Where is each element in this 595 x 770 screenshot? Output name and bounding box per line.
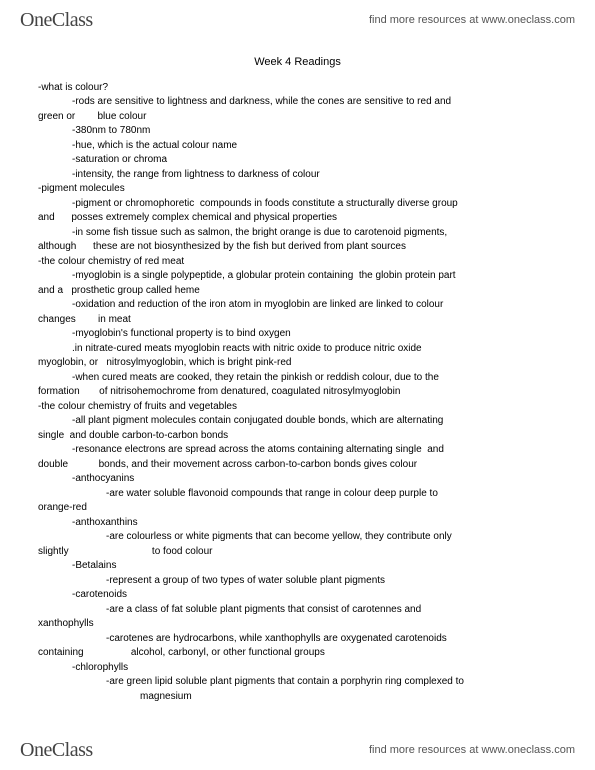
text-line: -oxidation and reduction of the iron ato… bbox=[38, 298, 557, 313]
footer-tagline: find more resources at www.oneclass.com bbox=[369, 744, 575, 756]
text-line: -in some fish tissue such as salmon, the… bbox=[38, 226, 557, 241]
text-line: containing alcohol, carbonyl, or other f… bbox=[38, 646, 557, 661]
text-line: -the colour chemistry of red meat bbox=[38, 255, 557, 270]
text-line: myoglobin, or nitrosylmyoglobin, which i… bbox=[38, 356, 557, 371]
text-line: -carotenes are hydrocarbons, while xanth… bbox=[38, 632, 557, 647]
document-lines: -what is colour?-rods are sensitive to l… bbox=[38, 81, 557, 705]
text-line: although these are not biosynthesized by… bbox=[38, 240, 557, 255]
text-line: -chlorophylls bbox=[38, 661, 557, 676]
text-line: -carotenoids bbox=[38, 588, 557, 603]
text-line: -are green lipid soluble plant pigments … bbox=[38, 675, 557, 690]
text-line: single and double carbon-to-carbon bonds bbox=[38, 429, 557, 444]
text-line: -anthocyanins bbox=[38, 472, 557, 487]
text-line: -myoglobin is a single polypeptide, a gl… bbox=[38, 269, 557, 284]
brand-logo: OneClass bbox=[20, 9, 93, 32]
text-line: -myoglobin's functional property is to b… bbox=[38, 327, 557, 342]
text-line: slightly to food colour bbox=[38, 545, 557, 560]
document-title: Week 4 Readings bbox=[38, 55, 557, 71]
text-line: -anthoxanthins bbox=[38, 516, 557, 531]
text-line: double bonds, and their movement across … bbox=[38, 458, 557, 473]
document-body: Week 4 Readings -what is colour?-rods ar… bbox=[38, 55, 557, 704]
text-line: -380nm to 780nm bbox=[38, 124, 557, 139]
text-line: formation of nitrisohemochrome from dena… bbox=[38, 385, 557, 400]
page-header: OneClass find more resources at www.onec… bbox=[0, 0, 595, 40]
text-line: -resonance electrons are spread across t… bbox=[38, 443, 557, 458]
text-line: changes in meat bbox=[38, 313, 557, 328]
text-line: -are a class of fat soluble plant pigmen… bbox=[38, 603, 557, 618]
text-line: -pigment molecules bbox=[38, 182, 557, 197]
text-line: -hue, which is the actual colour name bbox=[38, 139, 557, 154]
text-line: -what is colour? bbox=[38, 81, 557, 96]
text-line: .in nitrate-cured meats myoglobin reacts… bbox=[38, 342, 557, 357]
text-line: and posses extremely complex chemical an… bbox=[38, 211, 557, 226]
text-line: -saturation or chroma bbox=[38, 153, 557, 168]
text-line: -all plant pigment molecules contain con… bbox=[38, 414, 557, 429]
text-line: -represent a group of two types of water… bbox=[38, 574, 557, 589]
text-line: -the colour chemistry of fruits and vege… bbox=[38, 400, 557, 415]
text-line: -are water soluble flavonoid compounds t… bbox=[38, 487, 557, 502]
brand-logo: OneClass bbox=[20, 739, 93, 762]
text-line: orange-red bbox=[38, 501, 557, 516]
text-line: and a prosthetic group called heme bbox=[38, 284, 557, 299]
text-line: magnesium bbox=[38, 690, 557, 705]
text-line: -when cured meats are cooked, they retai… bbox=[38, 371, 557, 386]
header-tagline: find more resources at www.oneclass.com bbox=[369, 14, 575, 26]
text-line: -rods are sensitive to lightness and dar… bbox=[38, 95, 557, 110]
text-line: green or blue colour bbox=[38, 110, 557, 125]
text-line: -are colourless or white pigments that c… bbox=[38, 530, 557, 545]
text-line: -Betalains bbox=[38, 559, 557, 574]
page-footer: OneClass find more resources at www.onec… bbox=[0, 730, 595, 770]
text-line: -intensity, the range from lightness to … bbox=[38, 168, 557, 183]
text-line: xanthophylls bbox=[38, 617, 557, 632]
text-line: -pigment or chromophoretic compounds in … bbox=[38, 197, 557, 212]
